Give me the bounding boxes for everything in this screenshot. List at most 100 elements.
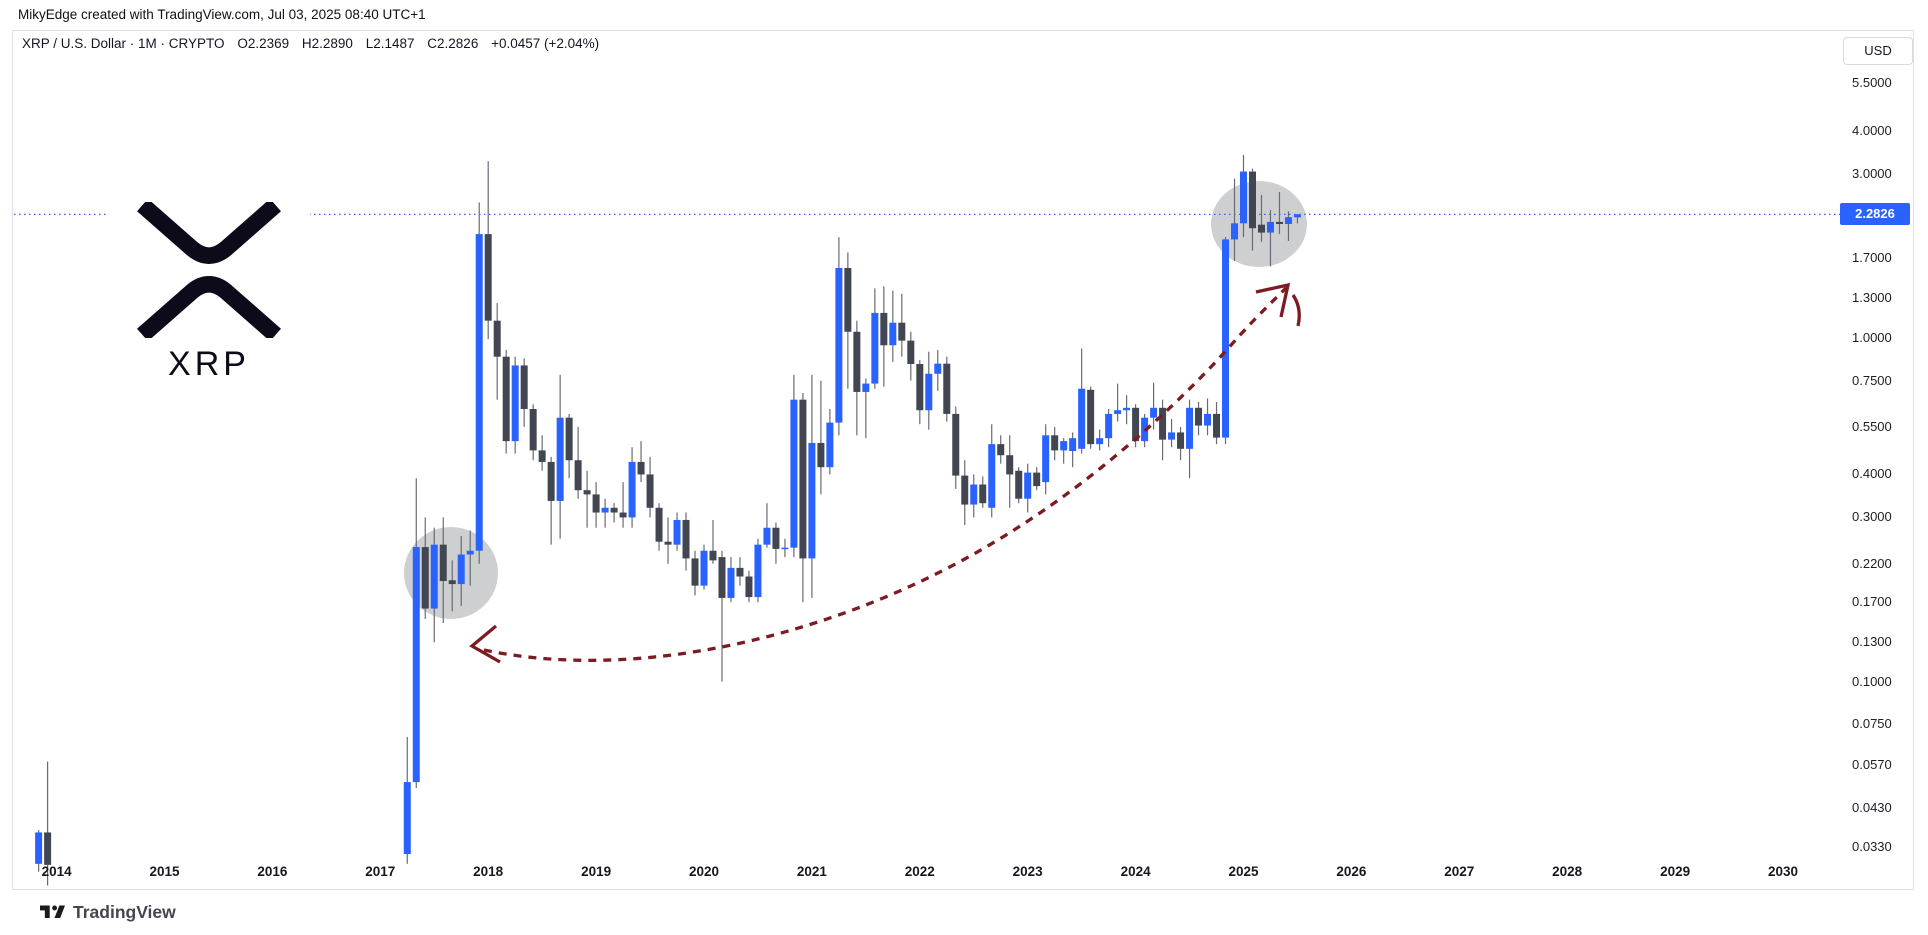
- candle-2020-10: [781, 538, 789, 558]
- xrp-wordmark: XRP: [168, 345, 250, 383]
- candle-2017-06: [421, 517, 429, 619]
- candles-layer: [35, 154, 1301, 886]
- candle-2025-01: [1240, 154, 1247, 238]
- chart-frame: [12, 30, 1914, 890]
- candle-2023-05: [1060, 438, 1068, 464]
- candle-2024-06: [1177, 426, 1185, 461]
- candle-2021-02: [817, 380, 825, 495]
- candle-2024-11: [1222, 237, 1230, 445]
- candle-2017-10: [457, 535, 465, 606]
- candle-2024-03: [1150, 382, 1158, 430]
- candle-2023-03: [1042, 424, 1050, 495]
- candle-2022-04: [943, 356, 951, 422]
- candle-2021-05: [844, 252, 852, 389]
- candle-2018-01: [484, 161, 492, 340]
- candle-2023-08: [1087, 386, 1095, 449]
- candle-2025-06: [1284, 211, 1292, 241]
- candle-2023-06: [1069, 432, 1077, 468]
- candle-2020-05: [736, 557, 744, 586]
- candle-2021-06: [853, 320, 861, 436]
- candle-2019-10: [673, 512, 681, 551]
- highlight-circles-layer: [404, 181, 1307, 619]
- candle-2018-08: [547, 456, 555, 545]
- candle-2018-02: [493, 303, 501, 400]
- candle-2025-02: [1248, 168, 1256, 251]
- ohlc-close: C2.2826: [427, 36, 479, 51]
- candle-2021-01: [808, 374, 816, 598]
- candle-2021-03: [826, 409, 834, 475]
- candle-2017-09: [448, 560, 456, 612]
- symbol-header: XRP / U.S. Dollar · 1M · CRYPTO O2.2369 …: [22, 36, 608, 51]
- candle-2017-11: [466, 530, 474, 586]
- candle-2020-07: [754, 538, 762, 603]
- candle-2020-04: [727, 557, 735, 603]
- candle-2018-06: [529, 404, 537, 461]
- candle-2021-12: [907, 331, 915, 381]
- candle-2025-03: [1257, 194, 1265, 242]
- candle-2018-05: [520, 358, 528, 427]
- attribution-text: MikyEdge created with TradingView.com, J…: [18, 7, 426, 22]
- candle-2021-10: [889, 290, 897, 362]
- candle-2022-10: [997, 435, 1005, 464]
- candle-2020-08: [763, 503, 771, 548]
- candle-2023-12: [1123, 395, 1131, 425]
- candle-2019-06: [637, 441, 645, 483]
- candle-2024-04: [1159, 399, 1167, 461]
- candle-2019-12: [691, 550, 699, 596]
- current-price-badge: 2.2826: [1840, 203, 1910, 226]
- candle-2017-05: [412, 478, 420, 789]
- candle-2022-05: [952, 406, 960, 489]
- candle-2020-01: [700, 544, 708, 590]
- candle-2019-07: [646, 456, 654, 518]
- candle-2020-06: [745, 570, 753, 603]
- candle-2021-04: [835, 237, 843, 436]
- candle-2024-07: [1186, 399, 1194, 479]
- candle-2025-04: [1266, 210, 1274, 267]
- candle-2022-09: [988, 424, 996, 518]
- candle-2021-09: [880, 286, 888, 387]
- candle-2022-03: [934, 350, 942, 391]
- candle-2018-04: [511, 356, 519, 454]
- candle-2021-11: [898, 293, 906, 357]
- candle-2022-12: [1015, 467, 1023, 504]
- candle-2024-08: [1195, 401, 1203, 436]
- candle-2020-03: [718, 550, 726, 682]
- candle-2017-12: [475, 202, 483, 564]
- ohlc-low: L2.1487: [365, 36, 415, 51]
- tradingview-attribution[interactable]: TradingView: [40, 902, 176, 923]
- candle-2017-08: [439, 517, 447, 623]
- candle-2022-06: [961, 460, 969, 526]
- symbol-title[interactable]: XRP / U.S. Dollar · 1M · CRYPTO: [22, 36, 225, 51]
- candle-2018-09: [556, 374, 564, 539]
- candle-2019-03: [610, 503, 618, 523]
- candle-2020-02: [709, 519, 717, 564]
- candle-2020-09: [772, 522, 780, 564]
- tradingview-logo-icon: [40, 905, 65, 919]
- candle-2022-01: [916, 360, 924, 425]
- candle-2022-02: [925, 351, 933, 430]
- candle-2017-04: [403, 736, 411, 864]
- xrp-watermark: XRP: [108, 194, 310, 386]
- candle-2017-07: [430, 527, 438, 643]
- candle-2023-11: [1114, 383, 1122, 422]
- trend-arrow-layer: [469, 282, 1301, 664]
- candle-2018-12: [583, 470, 591, 528]
- candle-2019-01: [592, 482, 600, 528]
- candle-2022-08: [979, 476, 987, 508]
- candle-2018-03: [502, 350, 510, 454]
- candle-2023-04: [1051, 426, 1059, 461]
- candle-2022-11: [1006, 435, 1014, 508]
- currency-toggle-button[interactable]: USD: [1843, 37, 1913, 65]
- price-change: +0.0457 (+2.04%): [491, 36, 600, 51]
- candle-2019-09: [664, 517, 672, 564]
- candle-2022-07: [970, 474, 978, 518]
- tradingview-brand-text: TradingView: [73, 902, 176, 922]
- candle-2019-04: [619, 482, 627, 528]
- candle-2024-09: [1204, 398, 1212, 436]
- candle-2023-02: [1033, 467, 1041, 491]
- ohlc-high: H2.2890: [301, 36, 353, 51]
- candle-2020-12: [799, 393, 807, 603]
- cup-trend-arrow: [483, 286, 1288, 662]
